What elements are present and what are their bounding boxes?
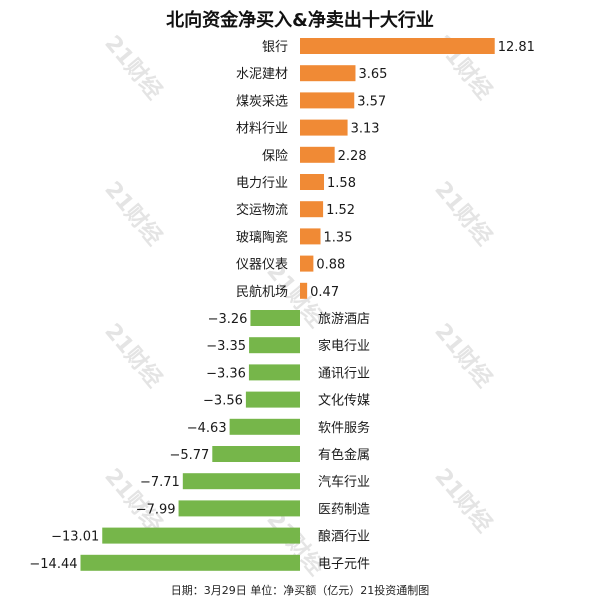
value-label: 3.65	[358, 67, 387, 82]
bar-12	[249, 337, 300, 354]
watermark-text: 21财经	[429, 177, 497, 251]
value-label: −14.44	[29, 557, 77, 572]
bar-10	[300, 282, 308, 299]
category-label: 民航机场	[236, 284, 288, 300]
value-label: 1.35	[324, 230, 353, 245]
category-label: 通讯行业	[318, 366, 370, 381]
bar-20	[80, 554, 301, 571]
category-label: 电力行业	[236, 176, 288, 191]
category-label: 交运物流	[236, 202, 288, 218]
value-label: −3.36	[206, 366, 246, 381]
value-label: 1.58	[327, 176, 356, 191]
bar-3	[300, 92, 355, 109]
value-label: −5.77	[169, 448, 209, 463]
value-label: 2.28	[338, 149, 367, 164]
bar-8	[300, 228, 321, 245]
value-label: −3.35	[206, 339, 246, 354]
category-label: 有色金属	[318, 447, 370, 463]
category-label: 电子元件	[318, 557, 370, 572]
category-label: 酿酒行业	[318, 529, 370, 545]
category-label: 银行	[262, 40, 288, 55]
category-label: 文化传媒	[318, 394, 370, 409]
watermark-text: 21财经	[99, 31, 167, 105]
bar-19	[102, 527, 300, 544]
bar-9	[300, 255, 314, 272]
bar-2	[300, 65, 356, 82]
bar-15	[229, 418, 300, 435]
value-label: −3.26	[208, 312, 248, 327]
value-label: 1.52	[326, 203, 355, 218]
category-label: 仪器仪表	[236, 258, 288, 273]
value-label: 3.13	[351, 122, 380, 137]
bar-16	[212, 446, 300, 462]
category-label: 医药制造	[318, 502, 370, 517]
chart-title: 北向资金净买入&净卖出十大行业	[166, 10, 434, 31]
category-label: 家电行业	[318, 338, 370, 354]
value-label: −3.56	[203, 394, 243, 409]
value-label: 0.47	[310, 285, 339, 300]
category-label: 软件服务	[318, 420, 370, 436]
value-label: −13.01	[51, 530, 99, 545]
bars-layer	[80, 38, 495, 571]
chart-footer: 日期：3月29日 单位：净买额（亿元）21投资通制图	[170, 584, 430, 597]
bar-7	[300, 201, 324, 218]
category-label: 水泥建材	[236, 67, 288, 82]
category-label: 煤炭采选	[236, 94, 288, 109]
watermark-text: 21财经	[429, 464, 497, 538]
labels-layer: 银行 12.81 水泥建材 3.65 煤炭采选 3.57 材料行业 3.13 保险 2.28 电力行…	[29, 40, 535, 572]
bar-5	[300, 146, 335, 163]
category-label: 保险	[262, 149, 288, 164]
bar-6	[300, 174, 325, 190]
watermark-text: 21财经	[99, 319, 167, 393]
watermark-text: 21财经	[99, 177, 167, 251]
category-label: 玻璃陶瓷	[236, 229, 288, 245]
category-label: 汽车行业	[318, 474, 370, 490]
value-label: −7.71	[140, 475, 180, 490]
bar-4	[300, 119, 348, 136]
category-label: 旅游酒店	[318, 312, 370, 327]
bar-17	[182, 473, 300, 490]
bar-1	[300, 38, 495, 54]
bar-13	[248, 364, 300, 381]
bar-14	[245, 391, 300, 408]
value-label: 0.88	[316, 258, 345, 273]
value-label: −4.63	[187, 421, 227, 436]
watermark-text: 21财经	[429, 319, 497, 393]
value-label: −7.99	[136, 502, 176, 517]
bar-11	[250, 310, 300, 326]
bar-18	[178, 500, 300, 517]
category-label: 材料行业	[236, 122, 288, 137]
value-label: 3.57	[357, 94, 386, 109]
value-label: 12.81	[498, 40, 535, 55]
